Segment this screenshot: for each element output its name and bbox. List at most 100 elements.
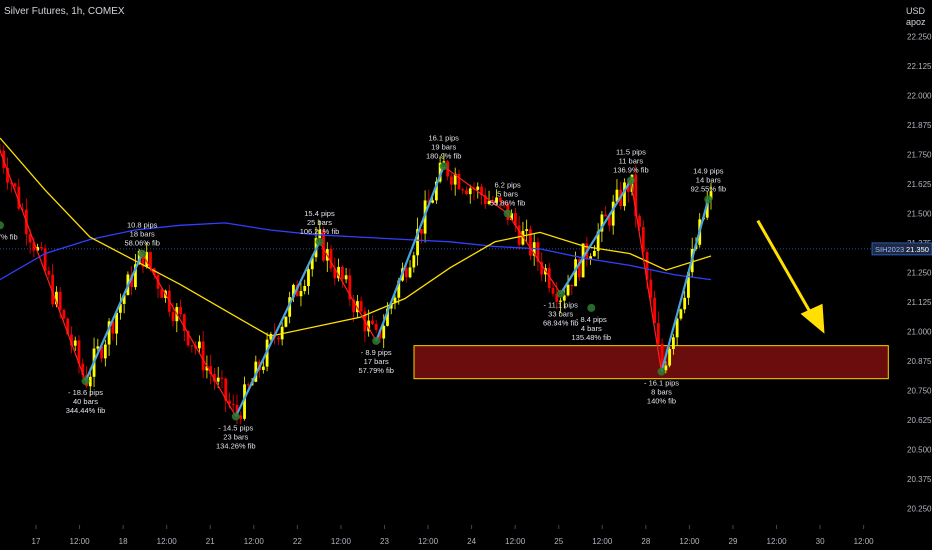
zigzag-leg [375, 165, 445, 342]
candle-body [641, 226, 645, 253]
candle-body [96, 346, 100, 349]
projection-arrow-head [800, 303, 825, 334]
candle-body [664, 365, 668, 371]
demand-zone [413, 345, 889, 380]
candle-body [213, 373, 216, 382]
candle-body [487, 200, 491, 204]
x-tick-label: 12:00 [331, 537, 352, 546]
candle-body [39, 247, 43, 249]
candle-body [115, 312, 119, 334]
pivot-label-line: 25 bars [307, 218, 332, 227]
candle-body [495, 197, 498, 203]
candle-body [220, 377, 224, 379]
candle-body [216, 377, 220, 382]
candle-body [224, 378, 228, 401]
candle-body [276, 337, 280, 340]
candle-body [510, 213, 514, 221]
candle-body [28, 234, 32, 243]
pivot-label-line: 17 bars [364, 357, 389, 366]
currency-block: USD apoz [906, 6, 926, 28]
candle-body [374, 324, 378, 330]
pivot-marker [231, 412, 240, 421]
candle-body [329, 249, 333, 269]
candle-body [348, 275, 352, 300]
candle-body [352, 299, 356, 313]
candle-body [337, 266, 340, 279]
candle-body [122, 295, 126, 304]
x-tick-label: 12:00 [70, 537, 91, 546]
candle-body [209, 366, 213, 374]
candle-body [705, 199, 709, 218]
candle-body [709, 191, 713, 200]
x-tick-label: 23 [380, 537, 389, 546]
candle-body [465, 190, 468, 195]
candle-body [118, 303, 122, 313]
pivot-label-line: 106.21% fib [300, 227, 340, 236]
candle-body [476, 186, 480, 190]
x-tick-label: 21 [206, 537, 215, 546]
currency-unit: USD [906, 6, 926, 16]
candle-body [555, 293, 559, 302]
candle-body [130, 274, 134, 288]
pivot-label-line: 68.94% fib [543, 319, 578, 328]
pivot-label-line: 344.44% fib [66, 406, 106, 415]
candle-body [344, 275, 348, 280]
candle-body [100, 346, 103, 359]
candle-body [55, 291, 58, 305]
candle-body [416, 229, 419, 256]
candle-body [431, 200, 435, 203]
candle-body [645, 252, 649, 280]
candle-body [307, 269, 310, 287]
pivot-marker [587, 303, 596, 312]
pivot-label-line: 136.9% fib [613, 165, 648, 174]
x-tick-label: 12:00 [244, 537, 265, 546]
zigzag-leg [507, 213, 562, 295]
pivot-label-line: 15.4 pips [304, 209, 335, 218]
pivot-label-line: 58.06% fib [124, 239, 159, 248]
candle-body [592, 250, 596, 257]
candle-body [434, 181, 438, 201]
candle-body [107, 321, 111, 345]
candle-body [638, 216, 641, 227]
symbol-tag-symbol: SIH2023 [875, 245, 904, 254]
candle-body [13, 183, 17, 187]
pivot-label-line: - 8.4 pips [576, 315, 607, 324]
candle-body [9, 182, 13, 184]
candle-body [261, 366, 265, 370]
y-tick-label: 22.250 [907, 33, 932, 42]
y-tick-label: 20.250 [907, 504, 932, 513]
candle-body [243, 384, 246, 419]
candle-body [141, 251, 145, 267]
candle-body [359, 301, 363, 312]
candle-body [559, 300, 562, 302]
pivot-annotation: 92.57% fib [0, 232, 18, 241]
pivot-marker [0, 221, 4, 230]
pivot-label-line: 14.9 pips [693, 166, 724, 175]
candle-body [498, 197, 502, 202]
candle-body [570, 284, 574, 287]
candle-body [292, 284, 295, 298]
candle-body [171, 311, 175, 322]
candle-body [340, 266, 344, 280]
symbol-tag-price: 21.350 [906, 245, 929, 254]
candle-body [427, 200, 431, 203]
x-tick-label: 12:00 [679, 537, 700, 546]
y-tick-label: 21.750 [907, 151, 932, 160]
pivot-marker [372, 336, 381, 345]
candle-body [611, 201, 615, 226]
candle-body [649, 279, 653, 298]
candle-body [668, 349, 672, 366]
candle-body [355, 301, 359, 313]
candle-body [408, 267, 412, 278]
zigzag-leg [0, 148, 87, 382]
candle-body [389, 303, 393, 309]
pivot-marker [315, 237, 324, 246]
candle-body [438, 162, 442, 182]
candle-body [32, 242, 36, 251]
candle-body [103, 344, 107, 359]
y-tick-label: 21.000 [907, 327, 932, 336]
y-tick-label: 21.125 [907, 298, 932, 307]
